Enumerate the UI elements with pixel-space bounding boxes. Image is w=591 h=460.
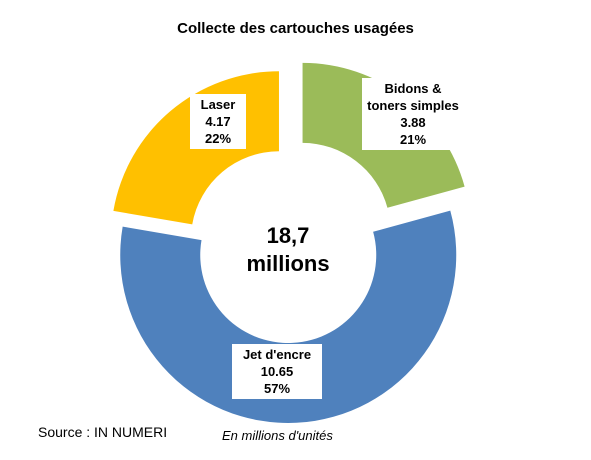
center-unit: millions <box>246 251 330 276</box>
category-label: Bidons & toners simples <box>367 81 459 113</box>
source: Source : IN NUMERI <box>38 424 168 440</box>
value-label: 4.17 <box>205 114 231 129</box>
note: En millions d'unités <box>222 428 333 443</box>
category-label: Laser <box>200 97 236 112</box>
category-label: Jet d'encre <box>242 347 312 362</box>
slice-label: Jet d'encre 10.65 57% <box>232 344 322 399</box>
slice-label: Laser 4.17 22% <box>190 94 246 149</box>
donut-slice <box>120 210 457 423</box>
value-label: 10.65 <box>260 364 294 379</box>
value-label: 3.88 <box>400 115 426 130</box>
chart-title: Collecte des cartouches usagées <box>177 20 414 37</box>
percent-label: 57% <box>263 381 291 396</box>
slice-label: Bidons & toners simples 3.88 21% <box>362 78 464 150</box>
center-label: 18,7 millions <box>218 222 358 278</box>
percent-label: 21% <box>399 132 427 147</box>
center-total: 18,7 <box>266 223 310 248</box>
percent-label: 22% <box>204 131 232 146</box>
